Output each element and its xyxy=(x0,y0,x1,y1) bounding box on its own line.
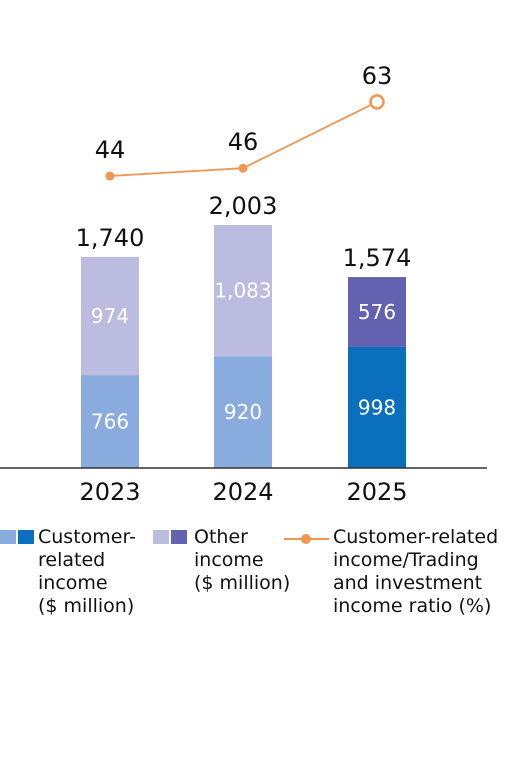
bar-value-label-other-2025: 576 xyxy=(358,300,396,324)
bar-customer-related-income-2024 xyxy=(214,356,272,468)
bar-other-income-2025 xyxy=(348,277,406,347)
ratio-label-2024: 46 xyxy=(228,128,259,156)
ratio-label-2023: 44 xyxy=(95,136,126,164)
ratio-label-2025: 63 xyxy=(362,62,393,90)
ratio-line-series: 44 46 63 xyxy=(95,62,393,181)
ratio-point-2023 xyxy=(105,171,115,181)
bars-group xyxy=(81,225,406,468)
bar-value-label-other-2023: 974 xyxy=(91,304,129,328)
x-tick-labels: 2023 2024 2025 xyxy=(79,478,407,506)
total-label-2024: 2,003 xyxy=(209,192,278,220)
bar-other-income-2024 xyxy=(214,225,272,357)
legend-swatch-dark xyxy=(18,530,34,544)
ratio-point-2025 xyxy=(369,94,385,110)
bar-value-label-other-2024: 1,083 xyxy=(214,279,271,303)
legend-label-income-ratio: Customer-related income/Trading and inve… xyxy=(333,526,499,617)
bar-customer-related-income-2023 xyxy=(81,375,139,468)
legend-swatch-light xyxy=(0,530,16,544)
bar-other-income-2023 xyxy=(81,256,139,376)
legend-label-other-income: Other income ($ million) xyxy=(194,526,291,594)
legend-dot-marker xyxy=(301,534,311,544)
ratio-point-2024 xyxy=(238,163,248,173)
bar-value-label-customer-2025: 998 xyxy=(358,395,396,419)
legend-label-customer-related-income: Customer- related income ($ million) xyxy=(38,526,136,617)
legend-swatch-dark xyxy=(171,530,187,544)
legend-swatch-light xyxy=(153,530,169,544)
bar-value-label-customer-2023: 766 xyxy=(91,410,129,434)
bar-value-label-customer-2024: 920 xyxy=(224,400,262,424)
x-tick-label-2024: 2024 xyxy=(212,478,273,506)
total-label-2025: 1,574 xyxy=(343,244,412,272)
bar-value-labels: 766 974 920 1,083 998 576 xyxy=(91,279,396,434)
x-tick-label-2025: 2025 xyxy=(346,478,407,506)
total-labels: 1,740 2,003 1,574 xyxy=(76,192,412,272)
total-label-2023: 1,740 xyxy=(76,224,145,252)
x-tick-label-2023: 2023 xyxy=(79,478,140,506)
bar-customer-related-income-2025 xyxy=(348,346,406,468)
